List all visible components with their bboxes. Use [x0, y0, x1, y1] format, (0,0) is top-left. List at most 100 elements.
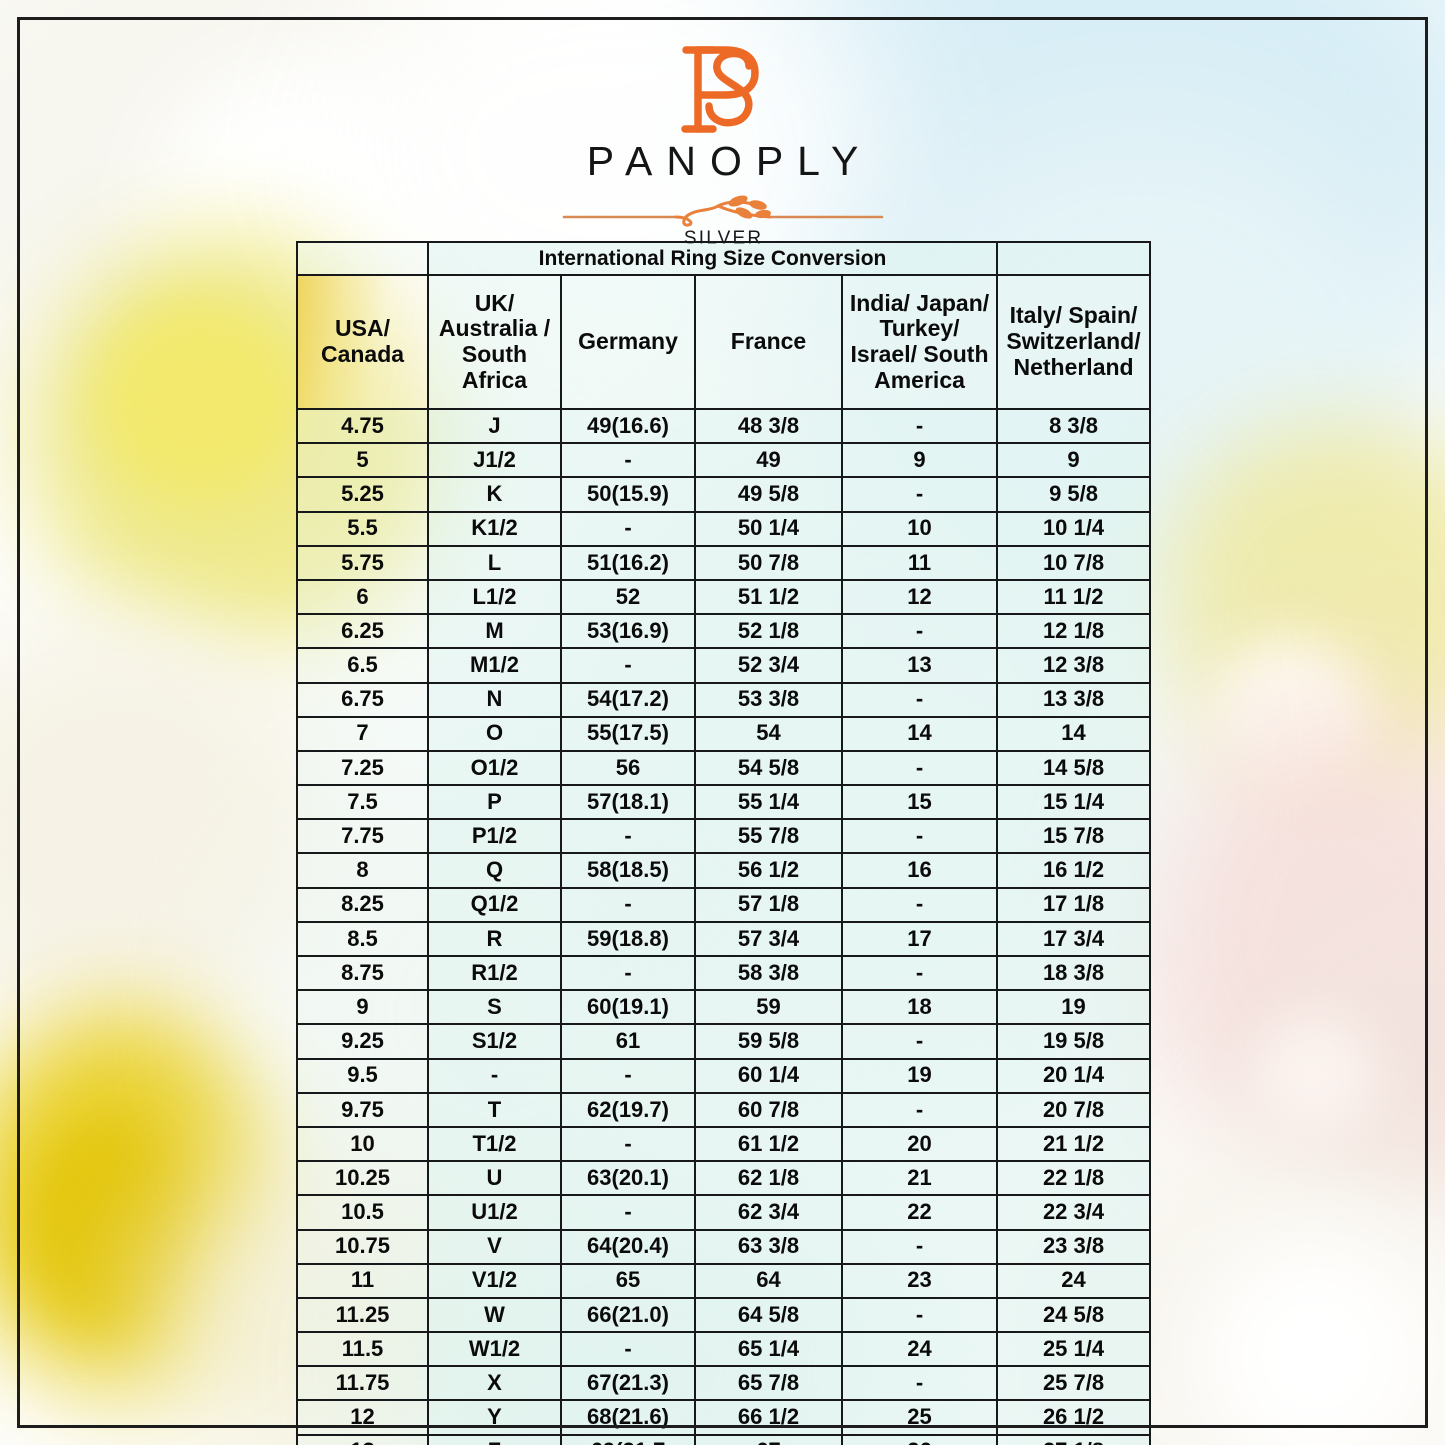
- cell-uk: K1/2: [427, 510, 562, 547]
- cell-italy: 20 1/4: [996, 1057, 1152, 1094]
- cell-india: 20: [840, 1125, 999, 1163]
- cell-usa: 6.75: [296, 681, 429, 718]
- cell-italy: 17 1/8: [996, 886, 1152, 923]
- cell-germany: 56: [560, 749, 696, 787]
- cell-uk: U1/2: [427, 1194, 562, 1231]
- cell-germany: 67(21.3): [560, 1365, 696, 1402]
- cell-india: 11: [840, 544, 999, 581]
- cell-france: 52 1/8: [694, 613, 843, 650]
- cell-germany: -: [560, 954, 696, 992]
- cell-germany: -: [560, 1194, 696, 1231]
- cell-france: 60 7/8: [694, 1091, 843, 1128]
- cell-india: 12: [840, 578, 999, 616]
- cell-uk: P: [427, 784, 562, 821]
- cell-india: 26: [840, 1433, 999, 1445]
- cell-india: 19: [840, 1057, 999, 1094]
- cell-uk: T: [427, 1091, 562, 1128]
- column-header-line: Germany: [578, 328, 678, 355]
- cell-italy: 22 3/4: [996, 1194, 1152, 1231]
- cell-germany: 49(16.6): [560, 407, 696, 445]
- table-row: 6.5 M1/2-52 3/4 13 12 3/8: [296, 647, 1152, 684]
- column-header-line: South Africa: [461, 341, 528, 393]
- table-row: 8.5 R 59(18.8) 57 3/4 17 17 3/4: [296, 920, 1152, 958]
- column-header-france: France: [694, 274, 843, 410]
- cell-france: 49 5/8: [694, 476, 843, 513]
- cell-germany: 55(17.5): [560, 715, 696, 752]
- table-row: 10.5 U1/2-62 3/4 22 22 3/4: [296, 1194, 1152, 1231]
- cell-uk: L1/2: [427, 578, 562, 616]
- cell-germany: 66(21.0): [560, 1296, 696, 1334]
- cell-uk: L: [427, 544, 562, 581]
- flourish-divider-icon: [562, 195, 883, 227]
- column-header-line: America: [874, 366, 965, 393]
- cell-france: 61 1/2: [694, 1125, 843, 1163]
- table-row: 11.75 X 67(21.3) 65 7/8-25 7/8: [296, 1365, 1152, 1402]
- cell-india: -: [840, 1023, 999, 1060]
- cell-germany: -: [560, 818, 696, 855]
- cell-uk: O: [427, 715, 562, 752]
- cell-india: -: [840, 954, 999, 992]
- cell-italy: 25 7/8: [996, 1365, 1152, 1402]
- cell-france: 65 1/4: [694, 1331, 843, 1368]
- cell-india: -: [840, 1228, 999, 1265]
- cell-italy: 12 1/8: [996, 613, 1152, 650]
- cell-germany: 63(20.1): [560, 1160, 696, 1197]
- cell-france: 62 3/4: [694, 1194, 843, 1231]
- table-row: 6.75 N 54(17.2) 53 3/8-13 3/8: [296, 681, 1152, 718]
- cell-usa: 10: [296, 1125, 429, 1163]
- cell-italy: 24: [996, 1262, 1152, 1299]
- column-header-line: Israel/ South: [850, 341, 989, 367]
- cell-uk: -: [427, 1057, 562, 1094]
- cell-italy: 13 3/8: [996, 681, 1152, 718]
- cell-italy: 19: [996, 989, 1152, 1026]
- column-header-line: Switzerland/: [1006, 328, 1141, 355]
- cell-uk: P1/2: [427, 818, 562, 855]
- cell-india: 17: [840, 920, 999, 958]
- cell-italy: 8 3/8: [996, 407, 1152, 445]
- cell-india: -: [840, 1365, 999, 1402]
- cell-germany: -: [560, 510, 696, 547]
- table-title-row: International Ring Size Conversion: [296, 241, 1152, 276]
- cell-usa: 9.5: [296, 1057, 429, 1094]
- cell-germany: 69(21.7: [560, 1433, 696, 1445]
- cell-uk: V: [427, 1228, 562, 1265]
- cell-germany: 62(19.7): [560, 1091, 696, 1128]
- cell-france: 52 3/4: [694, 647, 843, 684]
- table-row: 11.5 W1/2-65 1/4 24 25 1/4: [296, 1331, 1152, 1368]
- cell-france: 67: [694, 1433, 843, 1445]
- cell-italy: 18 3/8: [996, 954, 1152, 992]
- title-row-right-blank: [996, 241, 1152, 276]
- cell-france: 63 3/8: [694, 1228, 843, 1265]
- cell-italy: 26 1/2: [996, 1399, 1152, 1436]
- column-header-line: USA/: [335, 315, 390, 342]
- column-header-usa-lines: USA/Canada: [298, 315, 427, 368]
- cell-usa: 7: [296, 715, 429, 752]
- column-header-india-lines: India/ Japan/Turkey/Israel/ South America: [843, 289, 996, 394]
- cell-usa: 5.75: [296, 544, 429, 581]
- cell-uk: S: [427, 989, 562, 1026]
- cell-india: -: [840, 818, 999, 855]
- cell-usa: 11.5: [296, 1331, 429, 1368]
- column-header-india: India/ Japan/Turkey/Israel/ South America: [840, 274, 999, 410]
- cell-germany: 61: [560, 1023, 696, 1060]
- cell-france: 49: [694, 442, 843, 479]
- table-row: 9.5- -60 1/4 19 20 1/4: [296, 1057, 1152, 1094]
- cell-india: -: [840, 476, 999, 513]
- column-header-line: India/ Japan/: [849, 289, 990, 316]
- cell-india: 15: [840, 784, 999, 821]
- cell-india: -: [840, 681, 999, 718]
- cell-india: 22: [840, 1194, 999, 1231]
- cell-germany: -: [560, 1125, 696, 1163]
- column-header-germany: Germany: [560, 274, 696, 410]
- table-row: 5.25 K 50(15.9) 49 5/8-9 5/8: [296, 476, 1152, 513]
- table-row: 8.25 Q1/2-57 1/8-17 1/8: [296, 886, 1152, 923]
- cell-india: -: [840, 1296, 999, 1334]
- column-header-usa: USA/Canada: [296, 274, 429, 410]
- cell-germany: -: [560, 886, 696, 923]
- cell-italy: 12 3/8: [996, 647, 1152, 684]
- cell-uk: T1/2: [427, 1125, 562, 1163]
- cell-india: 18: [840, 989, 999, 1026]
- cell-usa: 11.25: [296, 1296, 429, 1334]
- table-row: 8.75 R1/2-58 3/8-18 3/8: [296, 954, 1152, 992]
